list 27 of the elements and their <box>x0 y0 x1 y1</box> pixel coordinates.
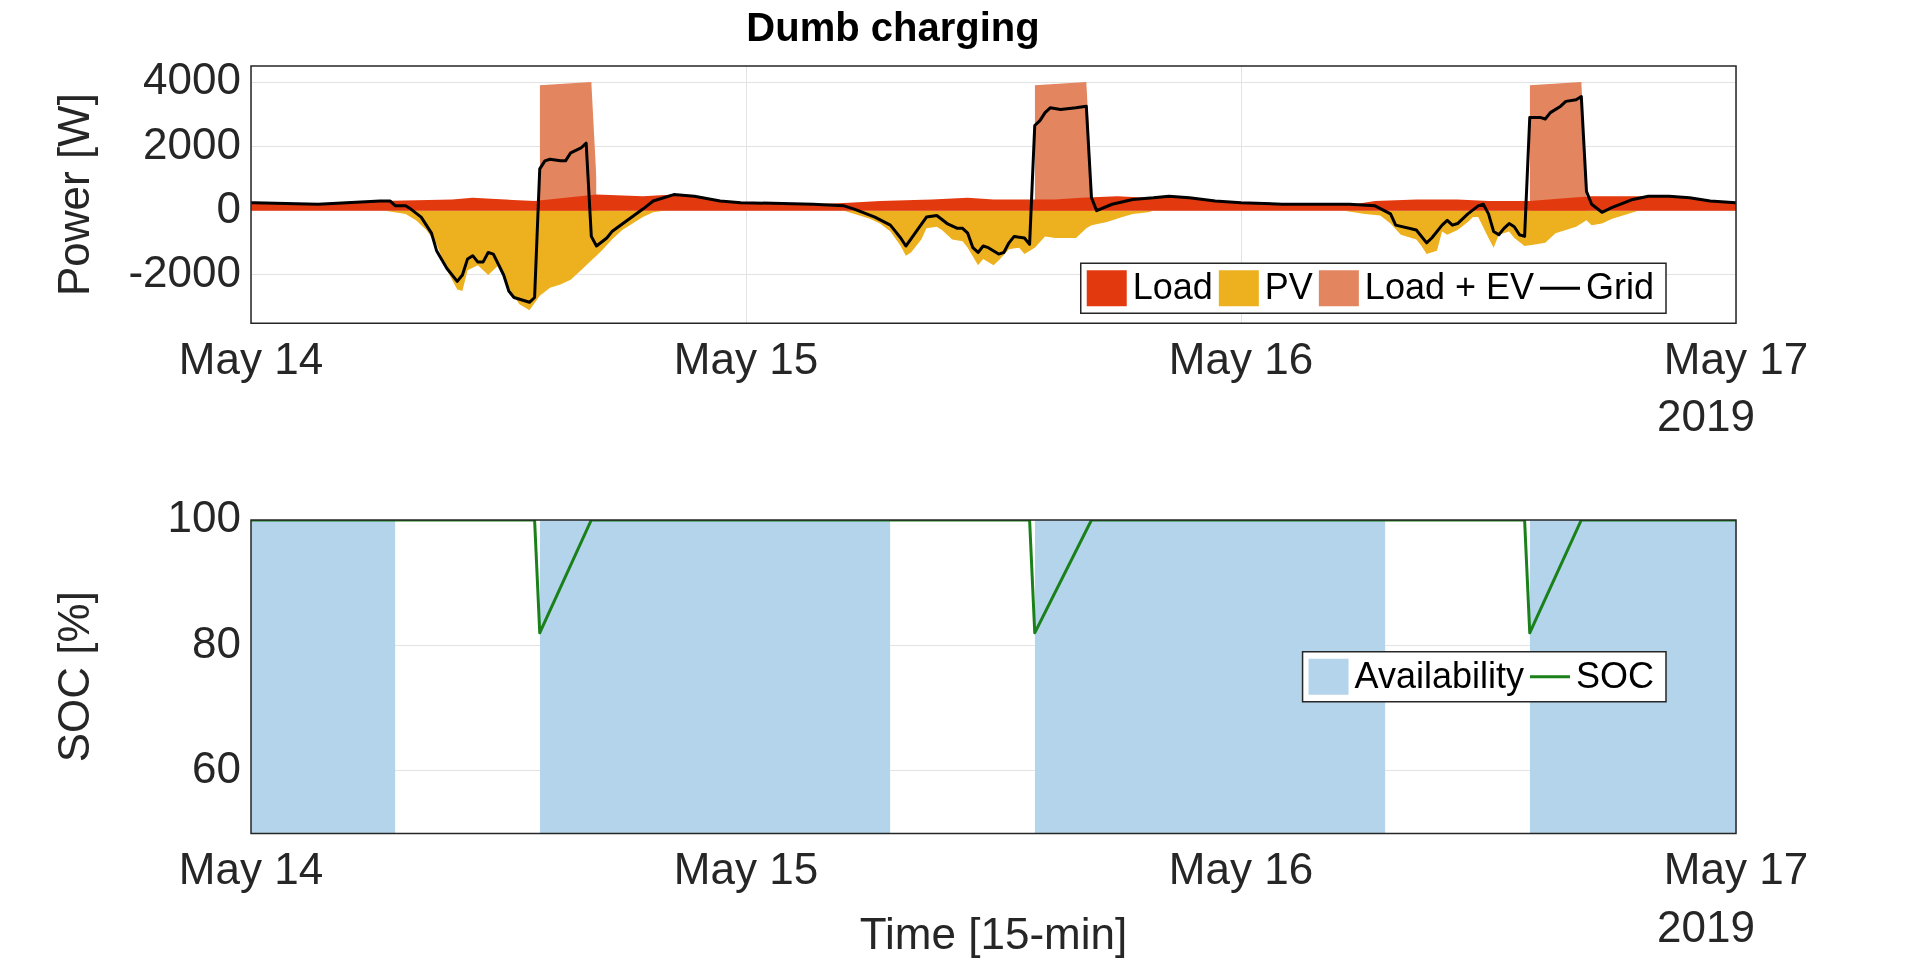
x-tick-label: May 16 <box>1168 843 1314 893</box>
x-tick-label: May 14 <box>178 333 324 383</box>
x-axis-title: Time [15-min] <box>859 908 1128 958</box>
x-tick-label: May 17 <box>1663 843 1809 893</box>
legend-label: Load <box>1132 266 1213 308</box>
y-tick-label: 4000 <box>143 54 241 104</box>
legend-label: Grid <box>1585 266 1655 308</box>
legend-label: Availability <box>1354 654 1524 696</box>
text: 2019 <box>1657 391 1755 441</box>
x-tick-label: May 17 <box>1663 333 1809 383</box>
y-tick-label: 60 <box>192 742 241 792</box>
x-tick-label: May 16 <box>1168 333 1314 383</box>
text: 2019 <box>1657 901 1755 951</box>
x-tick-label: May 15 <box>673 843 819 893</box>
x-tick-label: May 15 <box>673 333 819 383</box>
y-tick-label: -2000 <box>128 247 241 297</box>
legend-label: Load + EV <box>1364 266 1534 308</box>
y-axis-title: Power [W] <box>48 93 98 297</box>
legend-label: SOC <box>1575 654 1654 696</box>
x-tick-label: May 14 <box>178 843 324 893</box>
y-tick-label: 100 <box>167 492 241 542</box>
legend-label: PV <box>1264 266 1313 308</box>
y-tick-label: 0 <box>216 182 241 232</box>
y-tick-label: 2000 <box>143 118 241 168</box>
y-axis-title: SOC [%] <box>48 591 98 763</box>
y-tick-label: 80 <box>192 617 241 667</box>
chart-title: Dumb charging <box>746 5 1040 50</box>
